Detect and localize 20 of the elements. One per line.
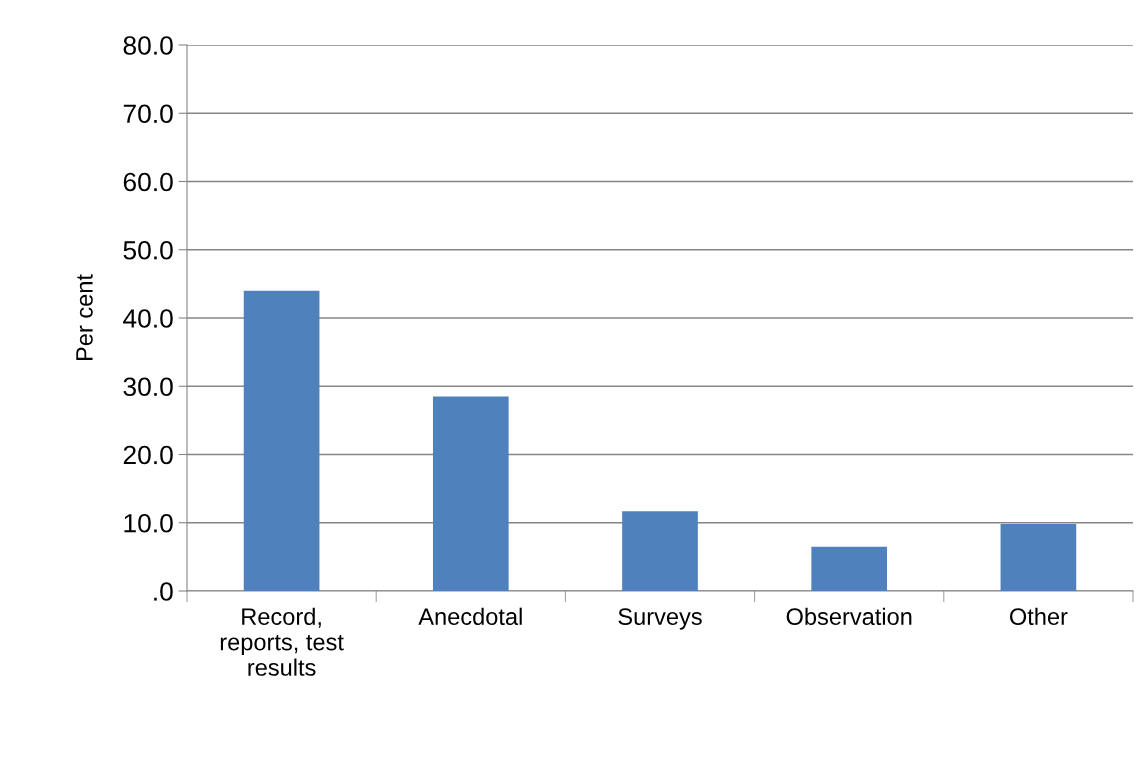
y-tick-label: 10.0 [124,513,173,533]
x-tick-label: Surveys [618,608,702,630]
bar [1000,524,1077,591]
y-tick-label: 40.0 [123,309,173,328]
y-tick-label: 50.0 [123,240,173,260]
y-tick-label: 80.0 [123,36,173,55]
bar [622,511,698,591]
y-axis-title: Per cent [76,274,93,361]
x-tick-label: Observation [786,607,912,626]
y-tick-label: 70.0 [123,104,173,124]
y-tick-label: 30.0 [123,377,173,397]
y-tick-label: 60.0 [123,172,173,192]
bar [243,290,320,591]
bar [811,546,888,591]
bar [432,396,509,591]
y-tick-label: 20.0 [123,445,173,465]
y-tick-label: .0 [154,582,173,601]
x-tick-label: Anecdotal [418,607,522,626]
x-tick-label: Other [1009,607,1068,626]
x-tick-label: Record, reports, test results [220,607,344,676]
